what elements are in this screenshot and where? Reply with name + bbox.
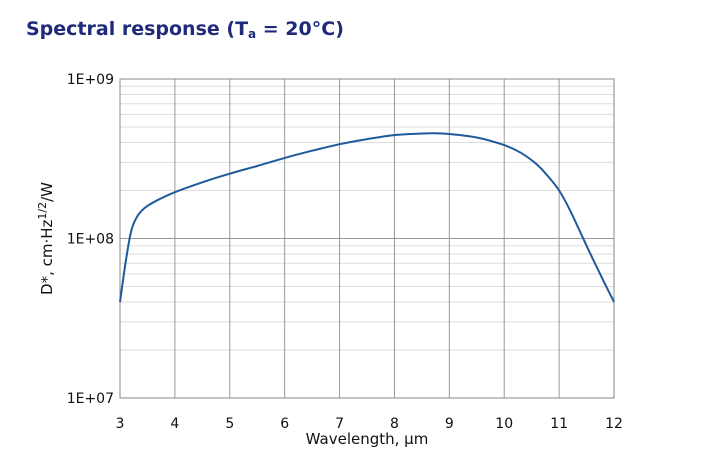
chart-title-subscript: a: [248, 27, 257, 41]
plot-frame: [119, 78, 615, 399]
x-tick-label: 7: [335, 416, 344, 432]
y-axis-label-superscript: 1/2: [36, 202, 49, 220]
x-tick-label: 9: [445, 416, 454, 432]
y-tick-label: 1E+07: [67, 391, 114, 407]
chart-title: Spectral response (Ta = 20°C): [26, 18, 344, 41]
x-tick-label: 3: [116, 416, 125, 432]
y-tick-label: 1E+09: [67, 72, 114, 88]
x-tick-label: 4: [170, 416, 179, 432]
minor-gridlines: [120, 85, 614, 351]
x-axis-label: Wavelength, μm: [306, 430, 429, 448]
chart-title-prefix: Spectral response (T: [26, 18, 249, 40]
d-star-curve: [119, 132, 615, 303]
x-tick-label: 8: [390, 416, 399, 432]
x-tick-label: 6: [280, 416, 289, 432]
x-tick-label: 5: [225, 416, 234, 432]
y-axis-label: D*, cm·Hz1/2/W: [36, 182, 56, 295]
x-tick-label: 10: [495, 416, 513, 432]
chart-title-suffix: = 20°C): [256, 18, 344, 40]
y-axis-label-main: D*, cm·Hz: [38, 219, 56, 294]
x-tick-labels: 3 4 5 6 7 8 9 10 11 12: [116, 416, 623, 432]
y-tick-label: 1E+08: [67, 232, 114, 248]
y-axis-label-tail: /W: [38, 182, 56, 202]
x-tick-label: 12: [605, 416, 623, 432]
x-tick-label: 11: [550, 416, 568, 432]
y-tick-labels: 1E+07 1E+08 1E+09: [67, 72, 114, 407]
